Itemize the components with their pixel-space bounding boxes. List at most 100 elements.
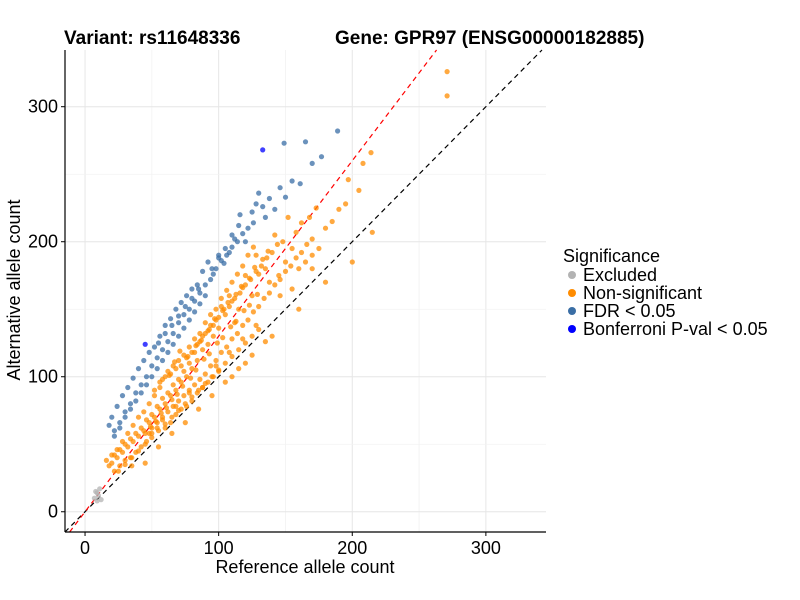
- point-non-significant: [345, 177, 351, 183]
- point-non-significant: [180, 383, 186, 389]
- point-non-significant: [236, 347, 242, 353]
- point-excluded: [91, 495, 97, 501]
- point-non-significant: [248, 276, 254, 283]
- point-fdr-0-05: [318, 154, 325, 160]
- point-non-significant: [200, 333, 206, 339]
- y-tick-label: 100: [28, 367, 58, 387]
- point-non-significant: [178, 363, 184, 369]
- point-non-significant: [153, 418, 159, 424]
- point-fdr-0-05: [256, 190, 262, 196]
- point-non-significant: [157, 379, 163, 385]
- point-fdr-0-05: [146, 349, 152, 355]
- x-tick-label: 300: [471, 538, 501, 558]
- legend-label: Bonferroni P-val < 0.05: [583, 319, 768, 339]
- point-non-significant: [269, 333, 275, 339]
- point-non-significant: [224, 344, 230, 350]
- point-non-significant: [194, 390, 200, 396]
- point-fdr-0-05: [189, 286, 195, 292]
- point-non-significant: [159, 417, 166, 423]
- point-non-significant: [289, 286, 295, 292]
- point-fdr-0-05: [272, 206, 278, 212]
- point-non-significant: [141, 409, 147, 415]
- point-non-significant: [129, 463, 135, 469]
- point-non-significant: [229, 353, 235, 360]
- point-fdr-0-05: [184, 293, 190, 299]
- point-non-significant: [309, 236, 315, 242]
- point-non-significant: [165, 409, 171, 415]
- point-fdr-0-05: [127, 401, 134, 407]
- point-non-significant: [262, 266, 268, 272]
- point-non-significant: [212, 316, 218, 322]
- point-non-significant: [261, 295, 267, 301]
- point-non-significant: [252, 264, 258, 270]
- point-non-significant: [336, 206, 342, 212]
- point-non-significant: [213, 306, 219, 312]
- point-non-significant: [176, 357, 182, 364]
- point-excluded: [98, 497, 104, 503]
- point-non-significant: [250, 309, 256, 315]
- tick-labels: 0 100 200 300 0 100 200 300: [28, 97, 501, 558]
- point-fdr-0-05: [249, 209, 255, 215]
- point-non-significant: [229, 374, 235, 380]
- point-non-significant: [296, 266, 302, 272]
- point-non-significant: [265, 248, 271, 254]
- point-excluded: [94, 490, 100, 496]
- point-non-significant: [368, 150, 374, 156]
- point-non-significant: [184, 374, 190, 380]
- point-non-significant: [258, 263, 264, 269]
- point-non-significant: [210, 333, 216, 339]
- point-non-significant: [293, 255, 299, 261]
- point-non-significant: [238, 283, 244, 289]
- reference-line-fitted: [69, 49, 438, 533]
- point-non-significant: [162, 421, 168, 427]
- point-fdr-0-05: [114, 403, 120, 409]
- point-non-significant: [256, 303, 262, 310]
- point-fdr-0-05: [197, 290, 203, 296]
- point-non-significant: [119, 438, 126, 445]
- point-fdr-0-05: [208, 276, 214, 283]
- point-non-significant: [194, 341, 200, 347]
- point-non-significant: [210, 322, 216, 328]
- point-fdr-0-05: [282, 194, 289, 200]
- point-non-significant: [173, 366, 179, 372]
- point-fdr-0-05: [309, 160, 315, 166]
- legend-label: Non-significant: [583, 283, 702, 303]
- point-fdr-0-05: [194, 282, 200, 288]
- point-non-significant: [444, 69, 450, 75]
- point-non-significant: [205, 328, 211, 334]
- point-fdr-0-05: [277, 185, 283, 191]
- point-non-significant: [356, 187, 362, 193]
- chart-title-variant: Variant: rs11648336: [64, 28, 240, 49]
- point-fdr-0-05: [111, 428, 117, 434]
- point-non-significant: [289, 245, 295, 252]
- point-non-significant: [313, 205, 319, 211]
- point-fdr-0-05: [119, 393, 126, 399]
- point-non-significant: [151, 387, 158, 393]
- point-non-significant: [343, 201, 349, 207]
- point-non-significant: [280, 239, 286, 245]
- point-non-significant: [298, 249, 305, 256]
- point-non-significant: [253, 268, 259, 274]
- point-fdr-0-05: [229, 232, 235, 238]
- point-non-significant: [127, 436, 134, 442]
- point-fdr-0-05: [106, 422, 112, 428]
- point-non-significant: [165, 390, 171, 396]
- point-non-significant: [170, 382, 176, 388]
- point-non-significant: [178, 406, 184, 412]
- point-non-significant: [226, 303, 232, 310]
- point-non-significant: [169, 414, 175, 420]
- point-non-significant: [240, 263, 246, 269]
- point-fdr-0-05: [192, 309, 198, 315]
- point-non-significant: [181, 368, 187, 374]
- point-non-significant: [157, 384, 163, 391]
- point-non-significant: [228, 324, 234, 330]
- point-fdr-0-05: [196, 286, 202, 292]
- point-fdr-0-05: [234, 239, 240, 245]
- point-non-significant: [229, 336, 235, 342]
- point-fdr-0-05: [159, 357, 166, 364]
- point-non-significant: [202, 320, 208, 326]
- point-fdr-0-05: [205, 259, 211, 265]
- point-non-significant: [208, 363, 214, 369]
- point-fdr-0-05: [138, 382, 144, 388]
- point-fdr-0-05: [178, 299, 184, 306]
